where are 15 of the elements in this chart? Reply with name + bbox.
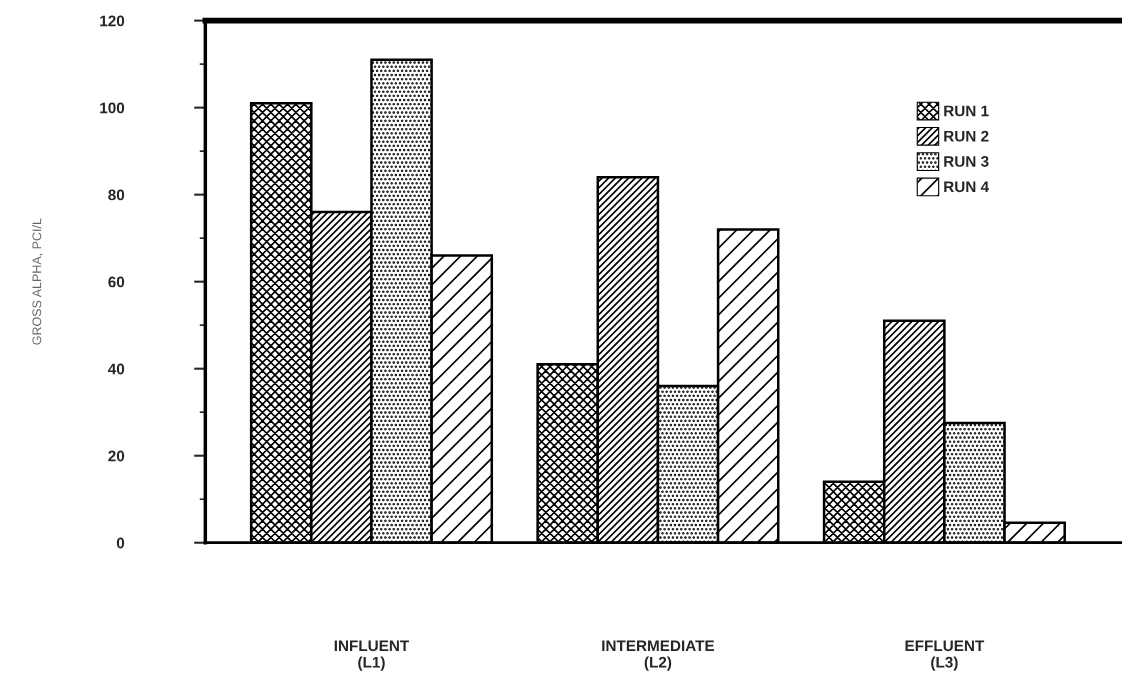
- y-tick-label: 0: [116, 537, 125, 549]
- x-tick-label: INFLUENT (L1): [334, 640, 410, 671]
- legend-label: RUN 1: [944, 105, 989, 117]
- y-tick-label: 20: [108, 450, 125, 462]
- legend-label: RUN 4: [944, 181, 989, 193]
- y-tick-label: 60: [108, 276, 125, 288]
- y-tick-label: 120: [100, 15, 125, 27]
- legend-label: RUN 3: [944, 156, 989, 167]
- y-tick-label: 40: [108, 363, 125, 375]
- x-tick-label: INTERMEDIATE (L2): [602, 640, 715, 671]
- y-axis-title: GROSS ALPHA, PCI/L: [32, 218, 43, 345]
- y-tick-label: 80: [108, 189, 125, 201]
- x-tick-label: EFFLUENT (L3): [905, 640, 985, 671]
- y-tick-label: 100: [100, 102, 125, 114]
- legend-label: RUN 2: [944, 130, 989, 142]
